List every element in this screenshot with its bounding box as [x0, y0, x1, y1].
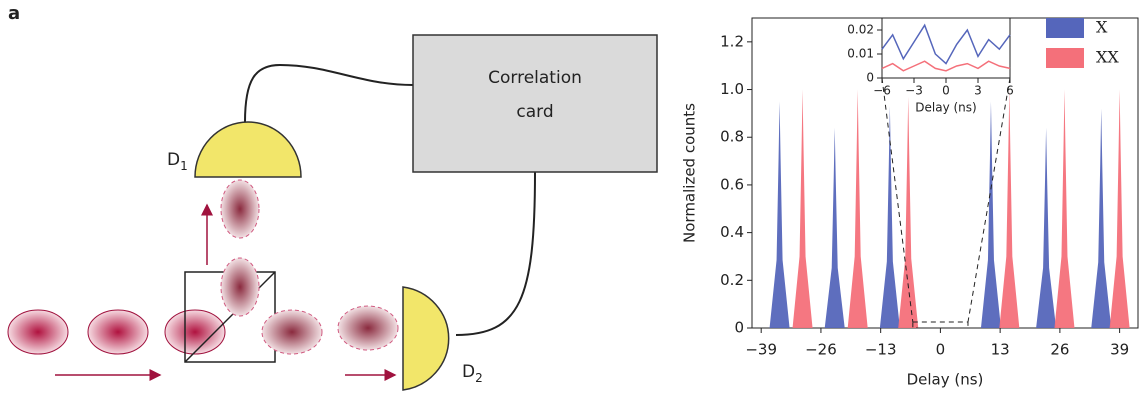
panel-label: a: [8, 3, 20, 24]
legend-label: XX: [1096, 48, 1119, 67]
x-tick-label: 13: [991, 341, 1010, 359]
detector-subscript: 2: [475, 371, 483, 385]
y-tick-label: 1.0: [720, 80, 744, 98]
detector: [195, 122, 301, 177]
x-tick-label: 39: [1110, 341, 1129, 359]
pulse: [221, 180, 259, 238]
x-axis-label: Delay (ns): [907, 371, 984, 389]
legend-swatch: [1046, 48, 1084, 68]
detector: [403, 287, 449, 390]
y-tick-label: 0.4: [720, 223, 744, 241]
pulse: [262, 310, 322, 354]
y-axis-label: Normalized counts: [681, 103, 699, 243]
figure: a Correlation card D1 D2 00.20.40.60.81.…: [0, 0, 1140, 401]
detector-name: D: [462, 362, 475, 382]
wire: [456, 172, 535, 335]
detector-subscript: 1: [180, 159, 188, 173]
x-tick-label: −3: [905, 84, 923, 98]
x-tick-label: 26: [1050, 341, 1069, 359]
detector-label: D2: [462, 362, 483, 385]
legend-label: X: [1096, 18, 1108, 37]
legend-swatch: [1046, 18, 1084, 38]
detector-name: D: [167, 150, 180, 170]
y-tick-label: 0.02: [847, 23, 874, 37]
x-axis-label: Delay (ns): [915, 101, 976, 115]
detector-label: D1: [167, 150, 188, 173]
y-tick-label: 0.01: [847, 47, 874, 61]
y-tick-label: 1.2: [720, 32, 744, 50]
pulse: [8, 310, 68, 354]
y-tick-label: 0.8: [720, 128, 744, 146]
x-tick-label: −26: [805, 341, 837, 359]
page: a Correlation card D1 D2 00.20.40.60.81.…: [0, 0, 1140, 401]
x-tick-label: 6: [1006, 84, 1014, 98]
x-tick-label: 0: [936, 341, 946, 359]
x-tick-label: −39: [745, 341, 777, 359]
y-tick-label: 0: [866, 71, 874, 85]
wire: [245, 65, 413, 122]
y-tick-label: 0.2: [720, 271, 744, 289]
card-label: Correlation: [488, 68, 582, 88]
y-tick-label: 0: [734, 319, 744, 337]
card-label: card: [516, 102, 553, 122]
x-tick-label: 3: [974, 84, 982, 98]
pulse: [88, 310, 148, 354]
x-tick-label: −6: [873, 84, 891, 98]
x-tick-label: −13: [865, 341, 897, 359]
y-tick-label: 0.6: [720, 175, 744, 193]
pulse: [338, 306, 398, 350]
diagram: Correlation card D1 D2: [8, 35, 657, 390]
pulse: [221, 258, 259, 316]
x-tick-label: 0: [942, 84, 950, 98]
